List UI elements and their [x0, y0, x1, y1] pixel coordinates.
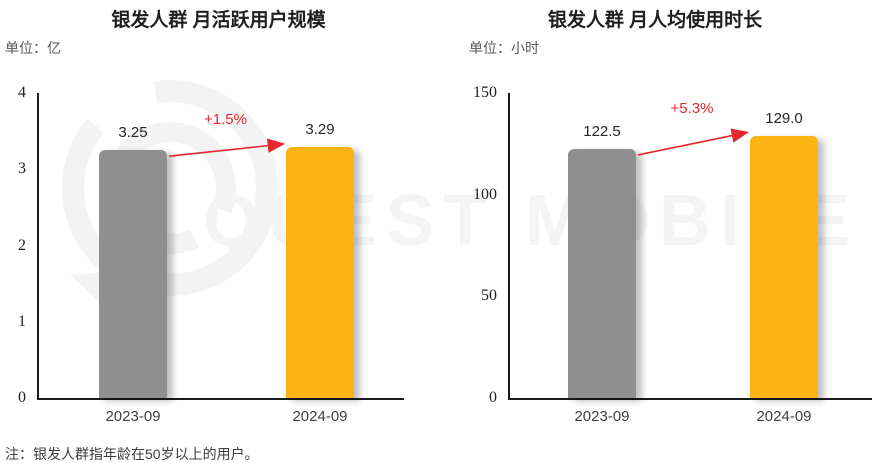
- bar-value-label: 3.25: [118, 124, 148, 142]
- y-tick-label: 3: [18, 160, 26, 178]
- bar-value-label: 3.29: [305, 121, 335, 139]
- y-tick-label: 150: [473, 84, 497, 101]
- plot-area: 0 50 100 150 122.5 2023-09 129.0 2024-09 +5.3%: [473, 84, 872, 425]
- plot-area: 0 1 2 3 4 3.25 2023-09 3.29 2024-09 +1.5%: [18, 84, 404, 425]
- x-axis-label: 2024-09: [292, 408, 348, 425]
- y-tick-label: 100: [473, 185, 497, 203]
- bar-2023-09: [568, 148, 636, 398]
- x-axis-label: 2024-09: [756, 408, 812, 425]
- y-tick-label: 4: [18, 84, 26, 101]
- unit-label: 单位：小时: [469, 40, 539, 56]
- bar-2024-09: [286, 147, 354, 398]
- growth-label: +5.3%: [670, 99, 714, 117]
- y-tick-label: 50: [481, 287, 497, 305]
- y-tick-label: 2: [18, 236, 26, 254]
- y-tick-label: 1: [18, 312, 26, 330]
- unit-label: 单位：亿: [5, 40, 61, 56]
- x-axis-label: 2023-09: [574, 408, 630, 425]
- chart-title: 银发人群 月活跃用户规模: [111, 10, 326, 31]
- footnote: 注：银发人群指年龄在50岁以上的用户。: [5, 446, 259, 462]
- bar-2023-09: [99, 150, 167, 398]
- chart-title: 银发人群 月人均使用时长: [547, 10, 763, 31]
- growth-label: +1.5%: [204, 111, 247, 129]
- bar-value-label: 129.0: [765, 109, 803, 127]
- chart-monthly-active-users: 银发人群 月活跃用户规模 单位：亿 0 1 2 3 4 3.25 2023-09 3.29 20…: [0, 0, 437, 440]
- bar-2024-09: [750, 135, 818, 398]
- bar-value-label: 122.5: [583, 122, 621, 140]
- y-tick-label: 0: [489, 389, 497, 406]
- x-axis-label: 2023-09: [105, 408, 161, 425]
- y-tick-label: 0: [18, 389, 26, 406]
- chart-monthly-usage-hours: 银发人群 月人均使用时长 单位：小时 0 50 100 150 122.5 2023-09…: [437, 0, 873, 440]
